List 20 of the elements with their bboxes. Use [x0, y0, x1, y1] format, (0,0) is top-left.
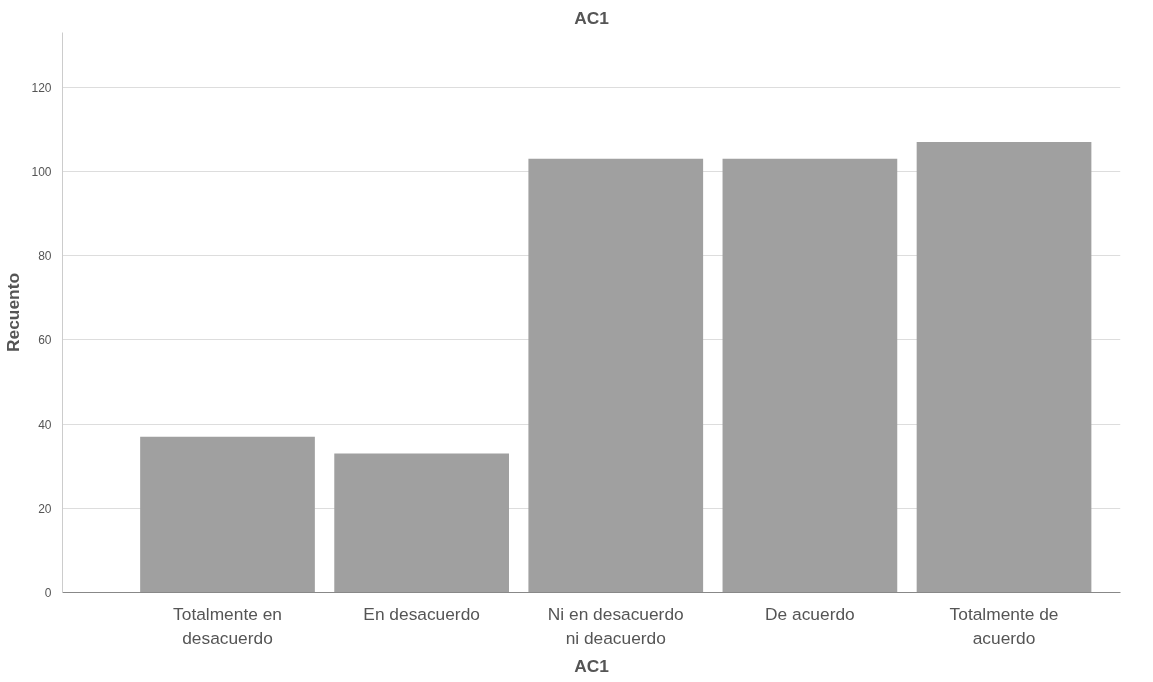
x-axis-title: AC1 [574, 655, 610, 676]
bar [722, 158, 898, 593]
bar [140, 436, 315, 593]
x-tick-label: De acuerdo [765, 603, 855, 624]
bar [334, 453, 509, 593]
y-tick-label: 0 [44, 586, 52, 600]
y-axis-title: Recuento [3, 273, 24, 352]
x-tick-label: En desacuerdo [363, 603, 480, 624]
y-tick-label: 100 [31, 164, 52, 179]
x-tick-label: Totalmente de acuerdo [949, 603, 1059, 648]
x-tick-label: Ni en desacuerdo ni deacuerdo [547, 603, 684, 648]
y-tick-label: 40 [38, 417, 52, 432]
chart-title: AC1 [574, 7, 610, 28]
bar [528, 158, 704, 593]
bar [916, 141, 1092, 593]
y-tick-label: 20 [38, 501, 52, 516]
y-tick-label: 120 [31, 80, 52, 95]
x-tick-label: Totalmente en desacuerdo [173, 603, 282, 648]
y-tick-label: 80 [38, 249, 52, 264]
y-tick-label: 60 [38, 333, 52, 348]
